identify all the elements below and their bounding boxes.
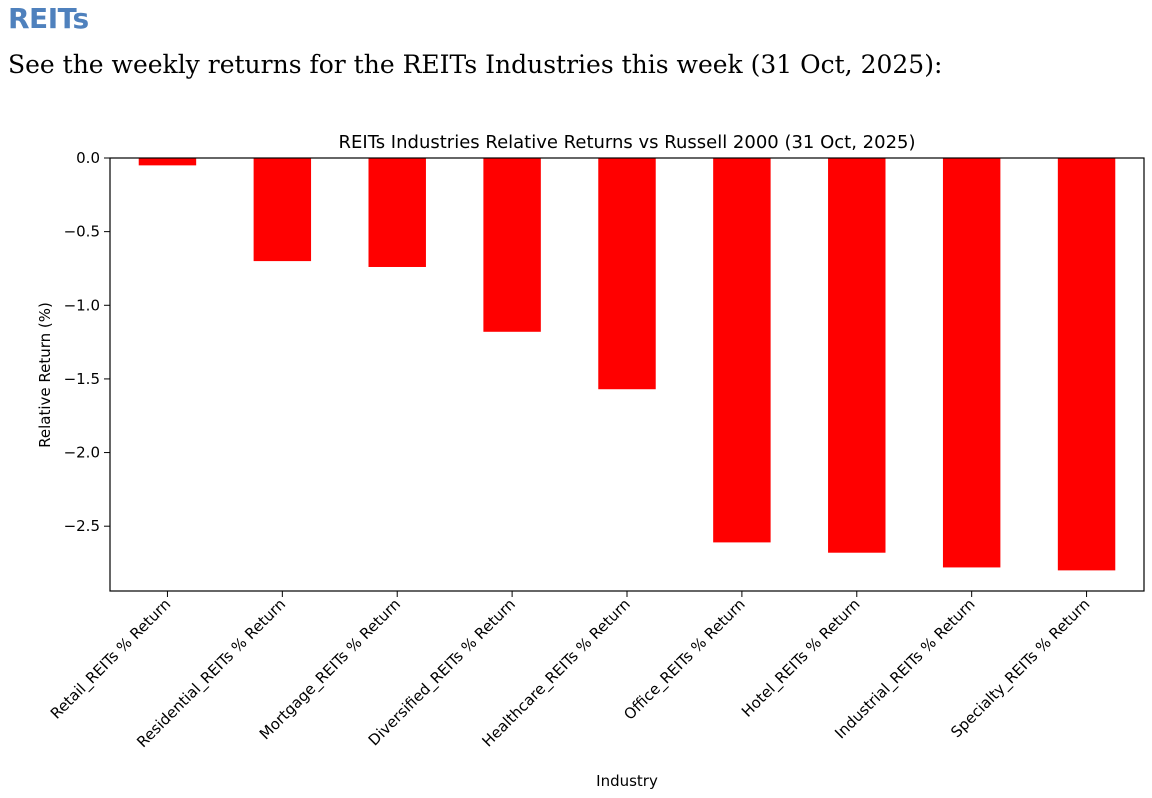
x-tick-label: Specialty_REITs % Return [947,595,1094,742]
bars-layer [138,158,1116,571]
bar-7 [942,158,1001,568]
bar-5 [713,158,771,543]
plot-frame [109,157,1145,592]
bar-0 [138,158,197,166]
bar-6 [828,158,886,553]
intro-text: See the weekly returns for the REITs Ind… [8,50,943,79]
y-tick-label: −0.5 [64,223,100,241]
x-tick-label: Office_REITs % Return [620,595,749,724]
bar-2 [368,158,426,267]
y-tick-label: −2.0 [64,444,100,462]
bar-8 [1057,158,1116,571]
x-axis-label: Industry [596,772,658,790]
bar-3 [483,158,541,332]
y-tick-label: −1.5 [64,370,100,388]
y-tick-label: −1.0 [64,296,100,314]
y-tick-label: −2.5 [64,517,100,535]
y-tick-label: 0.0 [76,149,100,167]
x-tick-label: Retail_REITs % Return [47,595,175,723]
chart-title: REITs Industries Relative Returns vs Rus… [339,132,916,153]
axes-layer: 0.0 −0.5 −1.0 −1.5 −2.0 −2.5 Retail_REITs % Re… [47,149,1094,752]
section-heading: REITs [8,2,89,35]
y-axis-label: Relative Return (%) [36,302,54,448]
bar-4 [598,158,656,390]
x-tick-label: Hotel_REITs % Return [738,595,864,721]
bar-1 [253,158,312,262]
